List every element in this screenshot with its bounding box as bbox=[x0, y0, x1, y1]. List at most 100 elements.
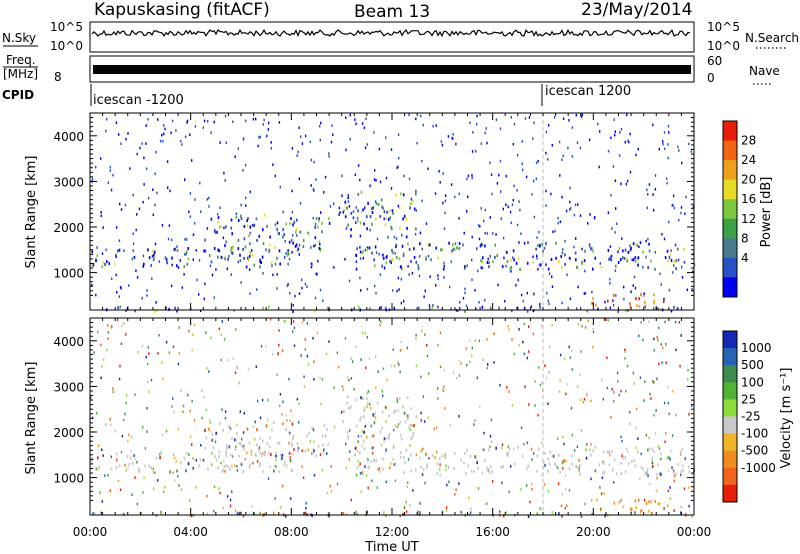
noise-cell bbox=[100, 157, 102, 160]
scatter-cell bbox=[622, 505, 625, 509]
scatter-cell bbox=[492, 260, 494, 264]
scatter-cell bbox=[670, 259, 673, 262]
noise-cell bbox=[686, 288, 688, 292]
noise-cell bbox=[505, 174, 507, 178]
noise-cell bbox=[372, 206, 375, 209]
noise-cell bbox=[442, 201, 444, 205]
noise-cell bbox=[137, 350, 139, 354]
noise-cell bbox=[118, 239, 121, 242]
scatter-cell bbox=[198, 464, 201, 468]
noise-cell bbox=[584, 502, 586, 506]
scatter-cell bbox=[296, 218, 298, 222]
noise-cell bbox=[583, 292, 585, 295]
noise-cell bbox=[119, 488, 122, 492]
noise-cell bbox=[193, 419, 196, 422]
scatter-cell bbox=[382, 457, 384, 461]
scatter-cell bbox=[228, 445, 231, 449]
noise-cell bbox=[655, 409, 657, 412]
scatter-cell bbox=[385, 216, 387, 220]
noise-cell bbox=[592, 330, 595, 334]
scatter-cell bbox=[615, 472, 618, 476]
noise-cell bbox=[663, 298, 665, 301]
noise-cell bbox=[206, 494, 208, 498]
scatter-cell bbox=[130, 456, 132, 460]
scatter-cell bbox=[537, 447, 540, 451]
noise-cell bbox=[568, 256, 571, 260]
scatter-cell bbox=[512, 249, 515, 253]
noise-cell bbox=[568, 345, 570, 349]
noise-cell bbox=[452, 132, 454, 136]
scatter-cell bbox=[637, 263, 639, 267]
noise-cell bbox=[244, 204, 247, 207]
scatter-cell bbox=[677, 462, 680, 466]
scatter-cell bbox=[489, 254, 491, 258]
noise-cell bbox=[310, 158, 313, 162]
noise-cell bbox=[224, 257, 226, 261]
noise-cell bbox=[545, 151, 547, 155]
noise-cell bbox=[484, 208, 486, 212]
nsearch-tick-high: 10^5 bbox=[707, 20, 740, 34]
noise-cell bbox=[186, 121, 188, 124]
noise-cell bbox=[653, 337, 655, 341]
scatter-cell bbox=[250, 449, 252, 453]
scatter-cell bbox=[373, 458, 375, 462]
noise-cell bbox=[293, 344, 296, 347]
scatter-cell bbox=[115, 466, 118, 469]
noise-cell bbox=[668, 220, 670, 224]
noise-cell bbox=[550, 192, 552, 196]
scatter-cell bbox=[551, 511, 554, 514]
scatter-cell bbox=[463, 266, 466, 270]
scatter-cell bbox=[598, 463, 600, 467]
noise-cell bbox=[138, 207, 141, 211]
scatter-cell bbox=[406, 396, 409, 399]
noise-cell bbox=[538, 230, 540, 234]
scatter-cell bbox=[271, 264, 273, 268]
noise-cell bbox=[522, 168, 524, 172]
scatter-cell bbox=[347, 194, 350, 197]
noise-cell bbox=[680, 211, 682, 215]
noise-cell bbox=[188, 453, 190, 456]
scatter-cell bbox=[476, 247, 478, 251]
scatter-cell bbox=[398, 206, 401, 209]
noise-cell bbox=[486, 232, 489, 235]
noise-cell bbox=[673, 206, 676, 210]
noise-cell bbox=[607, 211, 610, 214]
scatter-cell bbox=[439, 463, 441, 467]
noise-cell bbox=[193, 222, 196, 225]
scatter-cell bbox=[284, 514, 287, 518]
power-colorbar-tick: 16 bbox=[741, 192, 756, 206]
scatter-cell bbox=[561, 461, 564, 465]
scatter-cell bbox=[666, 249, 669, 253]
noise-cell bbox=[396, 397, 398, 401]
noise-cell bbox=[298, 421, 300, 424]
noise-cell bbox=[214, 440, 217, 444]
scatter-cell bbox=[637, 450, 639, 454]
noise-cell bbox=[288, 257, 291, 261]
noise-cell bbox=[457, 309, 459, 312]
scatter-cell bbox=[512, 447, 515, 451]
noise-cell bbox=[333, 266, 335, 269]
noise-cell bbox=[590, 477, 592, 481]
scatter-cell bbox=[165, 257, 168, 261]
scatter-cell bbox=[640, 465, 643, 469]
noise-cell bbox=[409, 444, 411, 447]
scatter-cell bbox=[288, 451, 291, 455]
noise-cell bbox=[617, 250, 619, 254]
noise-cell bbox=[298, 177, 300, 181]
scatter-cell bbox=[656, 307, 659, 311]
noise-cell bbox=[510, 221, 512, 225]
scatter-cell bbox=[217, 216, 220, 220]
noise-cell bbox=[209, 429, 212, 433]
noise-cell bbox=[580, 398, 582, 402]
scatter-cell bbox=[466, 448, 468, 452]
noise-cell bbox=[145, 355, 147, 359]
noise-cell bbox=[126, 394, 128, 397]
scatter-cell bbox=[629, 248, 632, 252]
noise-cell bbox=[285, 414, 287, 417]
noise-cell bbox=[644, 498, 646, 502]
noise-cell bbox=[365, 474, 368, 477]
noise-cell bbox=[459, 301, 461, 304]
noise-cell bbox=[237, 260, 239, 264]
noise-cell bbox=[590, 442, 592, 446]
scatter-cell bbox=[644, 472, 647, 476]
